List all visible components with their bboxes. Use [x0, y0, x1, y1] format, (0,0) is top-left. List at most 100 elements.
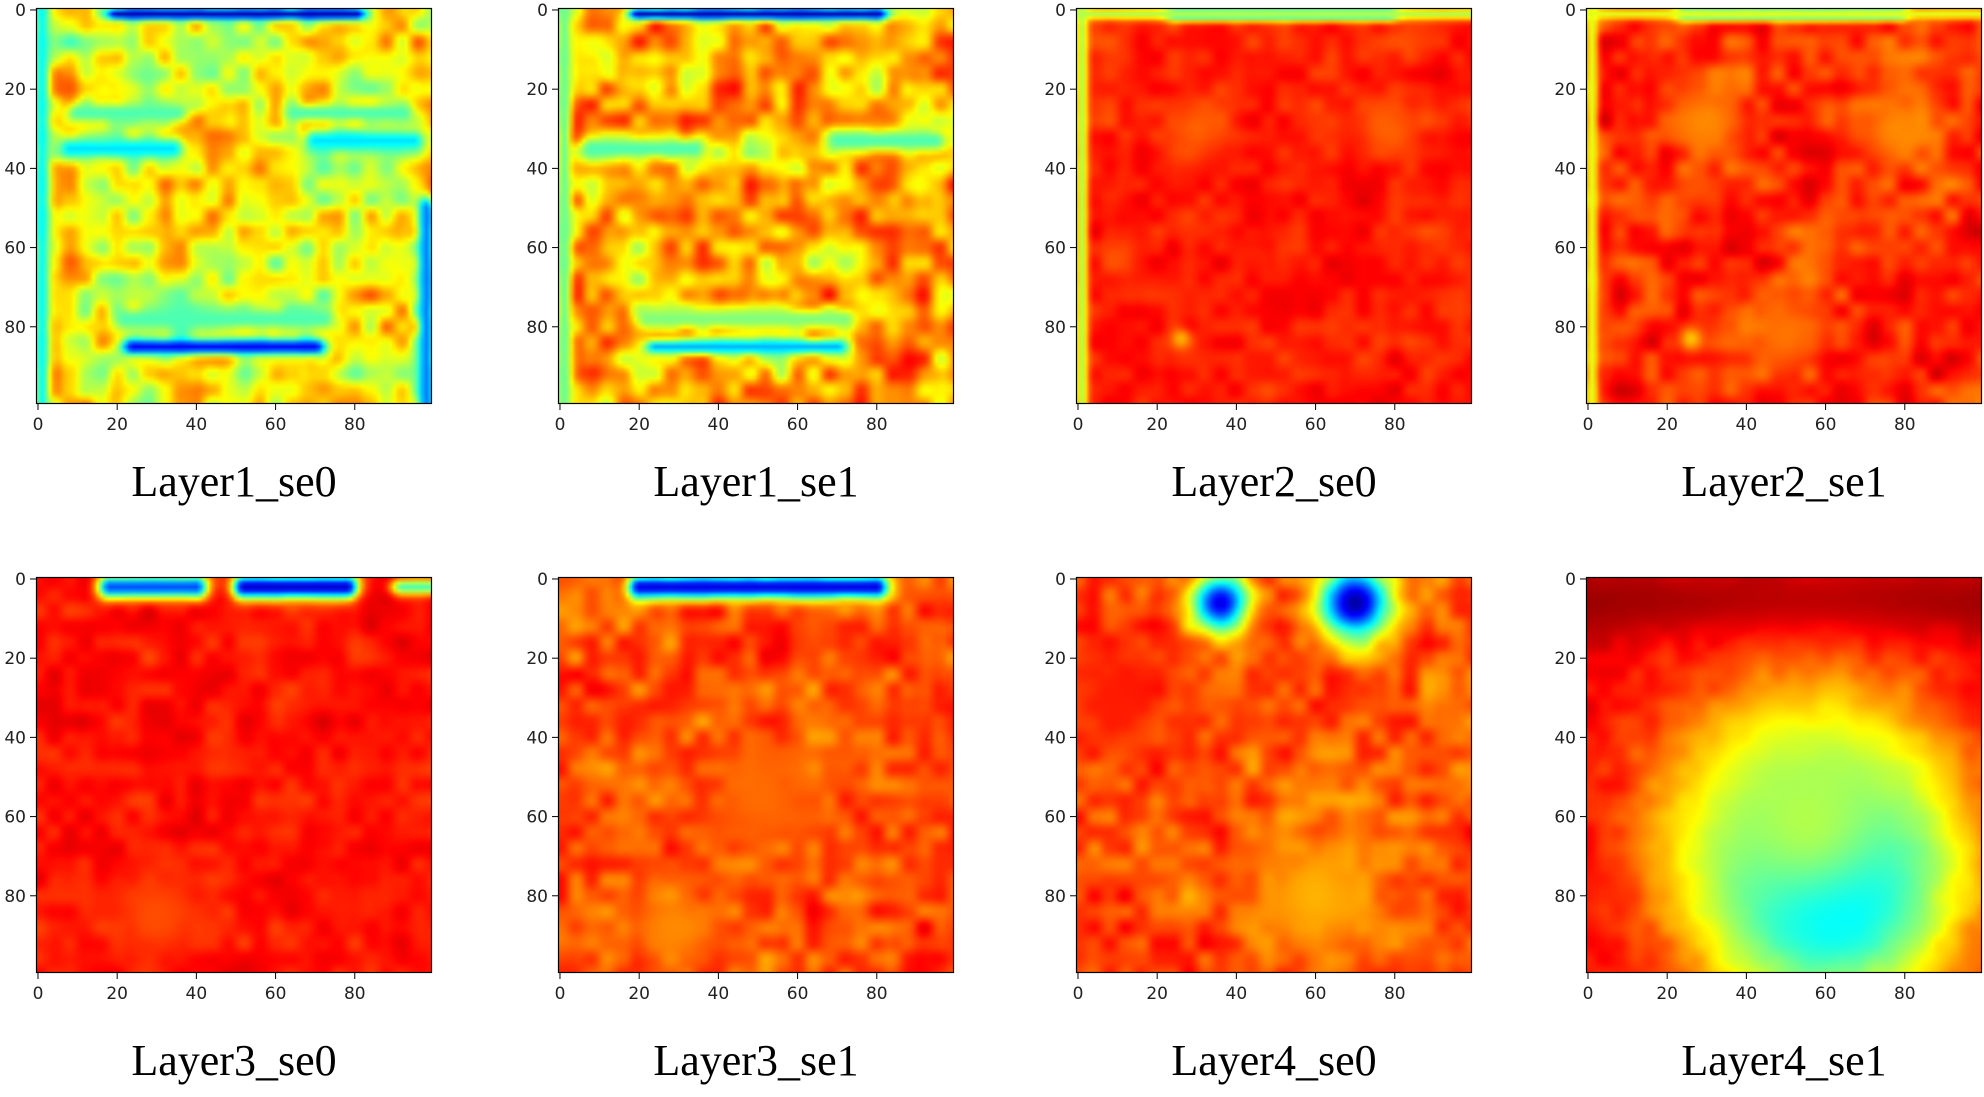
x-tick-label: 80 [1384, 415, 1406, 435]
heatmap-image [558, 577, 954, 973]
panel-caption: Layer3_se0 [131, 1036, 337, 1085]
y-tick-label: 20 [4, 649, 26, 669]
x-tick-label: 80 [1894, 984, 1916, 1004]
x-tick-label: 40 [186, 984, 208, 1004]
y-tick-label: 20 [1554, 80, 1576, 100]
y-tick-label: 40 [1554, 159, 1576, 179]
x-tick-label: 0 [1583, 415, 1594, 435]
y-tick-label: 80 [1044, 318, 1066, 338]
x-tick-label: 60 [787, 984, 809, 1004]
y-tick-label: 80 [1554, 887, 1576, 907]
heatmap-image [36, 577, 432, 973]
heatmap-axes: 0 20 40 60 80 0 20 40 60 80 [4, 1, 433, 435]
heatmap-image [1076, 577, 1472, 973]
y-tick-label: 80 [4, 887, 26, 907]
x-tick-label: 20 [1146, 984, 1168, 1004]
x-tick-label: 0 [555, 415, 566, 435]
plot-frame [1075, 7, 1473, 405]
y-tick-label: 60 [4, 808, 26, 828]
plot-frame [1075, 576, 1473, 974]
y-tick-label: 60 [526, 808, 548, 828]
y-tick-label: 20 [1044, 80, 1066, 100]
panel-caption: Layer2_se0 [1171, 457, 1377, 506]
x-tick-label: 80 [344, 984, 366, 1004]
plot-frame [557, 7, 955, 405]
y-tick-label: 80 [526, 887, 548, 907]
y-tick-label: 40 [1554, 728, 1576, 748]
y-tick-label: 0 [1565, 1, 1576, 21]
x-tick-label: 40 [186, 415, 208, 435]
x-tick-label: 0 [1073, 415, 1084, 435]
heatmap-panel: 0 20 40 60 80 0 20 40 60 80 Layer2_se1 [1554, 1, 1984, 528]
plot-frame [35, 576, 433, 974]
x-tick-label: 80 [1894, 415, 1916, 435]
x-tick-label: 40 [1226, 415, 1248, 435]
heatmap-panel: 0 20 40 60 80 0 20 40 60 80 Layer1_se0 [4, 1, 496, 528]
y-tick-label: 0 [1055, 570, 1066, 590]
y-tick-label: 80 [526, 318, 548, 338]
x-tick-label: 20 [1146, 415, 1168, 435]
heatmap-panel: 0 20 40 60 80 0 20 40 60 80 Layer1_se1 [526, 1, 1018, 528]
heatmap-axes: 0 20 40 60 80 0 20 40 60 80 [1044, 570, 1473, 1004]
y-tick-label: 0 [1055, 1, 1066, 21]
panel-caption: Layer4_se0 [1171, 1036, 1377, 1085]
panel-caption: Layer3_se1 [653, 1036, 859, 1085]
x-tick-label: 40 [708, 415, 730, 435]
x-tick-label: 40 [1736, 984, 1758, 1004]
y-tick-label: 20 [4, 80, 26, 100]
x-tick-label: 60 [265, 415, 287, 435]
x-tick-label: 60 [1815, 984, 1837, 1004]
x-tick-label: 20 [628, 415, 650, 435]
panel-caption: Layer2_se1 [1681, 457, 1887, 506]
heatmap-image [36, 8, 432, 404]
heatmap-axes: 0 20 40 60 80 0 20 40 60 80 [526, 570, 955, 1004]
y-tick-label: 40 [1044, 159, 1066, 179]
heatmap-image [558, 8, 954, 404]
heatmap-panel: 0 20 40 60 80 0 20 40 60 80 Layer3_se0 [4, 570, 496, 1097]
x-tick-label: 0 [1583, 984, 1594, 1004]
y-tick-label: 80 [4, 318, 26, 338]
y-tick-label: 20 [1554, 649, 1576, 669]
x-tick-label: 0 [555, 984, 566, 1004]
heatmap-image [1076, 8, 1472, 404]
y-tick-label: 60 [1554, 239, 1576, 259]
x-tick-label: 60 [1305, 984, 1327, 1004]
y-tick-label: 0 [537, 570, 548, 590]
y-tick-label: 0 [15, 570, 26, 590]
panel-caption: Layer4_se1 [1681, 1036, 1887, 1085]
x-tick-label: 40 [1736, 415, 1758, 435]
x-tick-label: 80 [866, 984, 888, 1004]
y-tick-label: 40 [4, 728, 26, 748]
heatmap-axes: 0 20 40 60 80 0 20 40 60 80 [526, 1, 955, 435]
x-tick-label: 60 [265, 984, 287, 1004]
y-tick-label: 40 [526, 159, 548, 179]
heatmap-panel: 0 20 40 60 80 0 20 40 60 80 Layer4_se1 [1554, 570, 1984, 1097]
y-tick-label: 0 [15, 1, 26, 21]
heatmap-axes: 0 20 40 60 80 0 20 40 60 80 [4, 570, 433, 1004]
y-tick-label: 60 [4, 239, 26, 259]
heatmap-axes: 0 20 40 60 80 0 20 40 60 80 [1044, 1, 1473, 435]
heatmap-axes: 0 20 40 60 80 0 20 40 60 80 [1554, 1, 1983, 435]
x-tick-label: 20 [628, 984, 650, 1004]
y-tick-label: 0 [1565, 570, 1576, 590]
heatmap-panel: 0 20 40 60 80 0 20 40 60 80 Layer2_se0 [1044, 1, 1536, 528]
heatmap-image [1586, 577, 1982, 973]
panel-caption: Layer1_se1 [653, 457, 859, 506]
y-tick-label: 20 [1044, 649, 1066, 669]
y-tick-label: 60 [1554, 808, 1576, 828]
y-tick-label: 40 [1044, 728, 1066, 748]
x-tick-label: 20 [106, 415, 128, 435]
x-tick-label: 60 [1815, 415, 1837, 435]
plot-frame [1585, 7, 1983, 405]
heatmap-axes: 0 20 40 60 80 0 20 40 60 80 [1554, 570, 1983, 1004]
y-tick-label: 60 [1044, 239, 1066, 259]
x-tick-label: 0 [33, 415, 44, 435]
y-tick-label: 20 [526, 649, 548, 669]
panel-caption: Layer1_se0 [131, 457, 337, 506]
x-tick-label: 0 [33, 984, 44, 1004]
y-tick-label: 0 [537, 1, 548, 21]
plot-frame [557, 576, 955, 974]
x-tick-label: 80 [1384, 984, 1406, 1004]
y-tick-label: 60 [526, 239, 548, 259]
y-tick-label: 40 [526, 728, 548, 748]
